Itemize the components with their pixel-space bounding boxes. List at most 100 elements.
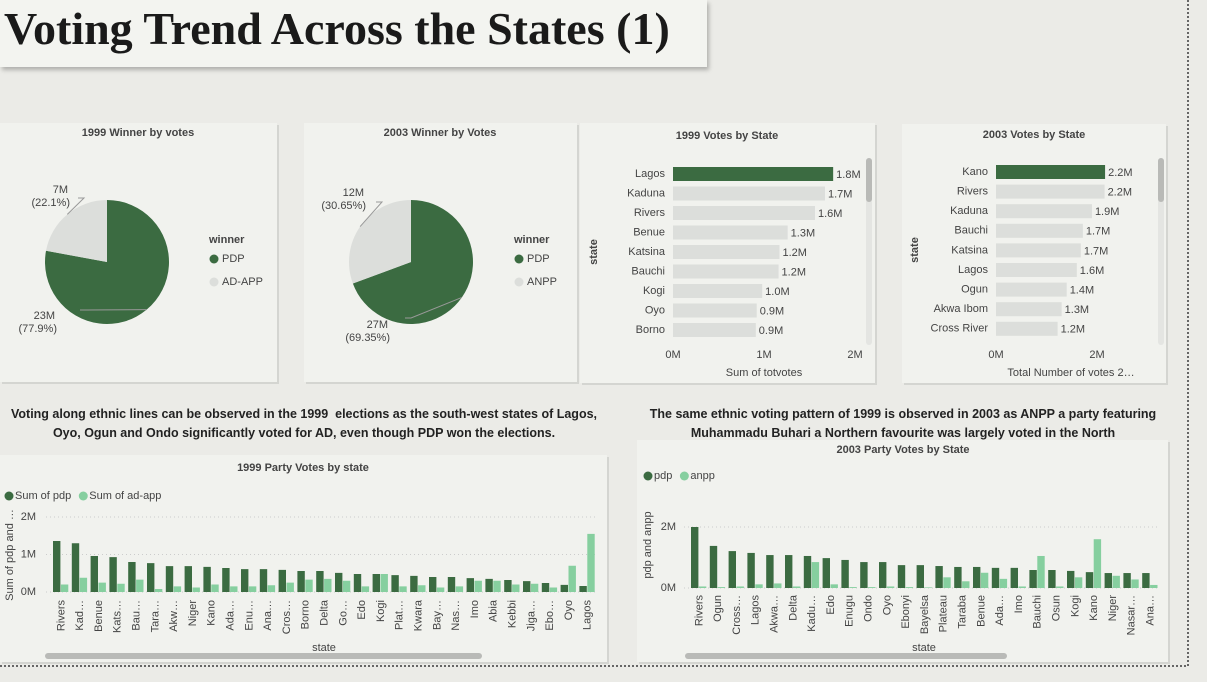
- bar: [943, 577, 951, 588]
- y-tick-label: Akwa Ibom: [934, 303, 988, 315]
- y-tick-label: Rivers: [957, 186, 989, 198]
- x-axis-title: state: [312, 642, 336, 654]
- bar: [117, 583, 125, 592]
- x-tick-label: 0M: [988, 349, 1003, 361]
- x-tick-label: Delta: [787, 594, 799, 621]
- bar: [1010, 567, 1018, 588]
- legend-marker: [209, 254, 219, 264]
- x-tick-label: Go…: [337, 600, 349, 626]
- x-tick-label: Ogun: [712, 595, 724, 622]
- legend-title: winner: [208, 234, 245, 246]
- legend-marker: [514, 254, 524, 264]
- x-tick-label: Plateau: [938, 595, 950, 632]
- bar: [811, 562, 820, 588]
- x-tick-label: Ebonyi: [900, 595, 912, 629]
- x-axis-title: Total Number of votes 2…: [1007, 367, 1134, 379]
- bar: [755, 584, 763, 588]
- scrollbar-thumb: [45, 653, 482, 659]
- x-tick-label: Edo: [356, 600, 368, 620]
- bar: [305, 579, 313, 592]
- bar: [353, 574, 362, 592]
- x-tick-label: Bayelsa: [919, 594, 931, 634]
- bar: [897, 565, 906, 588]
- note: Voting along ethnic lines can be observe…: [10, 407, 601, 440]
- y-axis-title: pdp and anpp: [642, 511, 654, 578]
- bar: [698, 586, 707, 588]
- bar: [579, 586, 587, 592]
- bar: [1085, 572, 1094, 588]
- page-title: Voting Trend Across the States (1): [4, 3, 670, 54]
- x-axis-title: Sum of totvotes: [726, 367, 803, 379]
- bar: [673, 323, 756, 337]
- bar: [792, 586, 801, 588]
- x-tick-label: Enu…: [243, 600, 255, 631]
- bar: [841, 559, 849, 588]
- y-tick-label: Oyo: [645, 304, 665, 316]
- y-tick-label: 0M: [21, 586, 36, 598]
- bar: [916, 565, 924, 588]
- data-label: 2.2M: [1108, 187, 1132, 199]
- data-label: 1.6M: [1080, 265, 1104, 277]
- bar: [267, 585, 276, 592]
- bar: [523, 581, 531, 592]
- bar: [1112, 575, 1120, 588]
- x-tick-label: Lagos: [582, 600, 594, 630]
- y-tick-label: 2M: [661, 521, 676, 533]
- data-label: 1.7M: [828, 188, 852, 200]
- y-tick-label: Borno: [636, 324, 665, 336]
- bar: [399, 586, 407, 592]
- data-label: 1.2M: [782, 266, 806, 278]
- y-tick-label: Bauchi: [954, 225, 988, 237]
- x-tick-label: Abia: [488, 599, 500, 622]
- bar: [530, 583, 539, 592]
- bar: [1123, 573, 1131, 588]
- bar: [211, 584, 219, 592]
- x-tick-label: Ana…: [1145, 595, 1157, 626]
- chart-title: 2003 Votes by State: [983, 129, 1086, 141]
- pie-slice: [45, 199, 170, 324]
- bar: [673, 206, 815, 220]
- bar: [512, 584, 520, 592]
- x-tick-label: Akwa…: [769, 595, 781, 633]
- x-tick-label: Oyo: [881, 595, 893, 615]
- bar: [996, 243, 1081, 258]
- data-label: 1.6M: [818, 208, 842, 220]
- bar: [154, 589, 163, 592]
- x-tick-label: Bau…: [131, 600, 143, 631]
- title-box: Voting Trend Across the States (1): [0, 0, 707, 67]
- x-tick-label: Delta: [319, 599, 331, 626]
- bar: [53, 541, 61, 592]
- bar: [860, 562, 868, 588]
- bar: [418, 585, 426, 592]
- y-tick-label: Bauchi: [631, 265, 665, 277]
- chart-title: 2003 Party Votes by State: [836, 444, 969, 456]
- bar: [996, 302, 1062, 317]
- x-tick-label: Kogi: [375, 600, 387, 622]
- bar: [1142, 573, 1150, 588]
- x-tick-label: Kats…: [112, 600, 124, 633]
- bar: [962, 581, 970, 588]
- y-tick-label: Katsina: [951, 244, 989, 256]
- y-axis-title: state: [909, 237, 921, 263]
- data-label: 1.2M: [782, 247, 806, 259]
- data-label: 0.9M: [760, 305, 784, 317]
- x-tick-label: Niger: [1107, 595, 1119, 622]
- x-tick-label: Rivers: [693, 595, 705, 627]
- bar: [996, 263, 1077, 277]
- scrollbar-thumb: [685, 653, 1007, 659]
- x-tick-label: Nas…: [450, 600, 462, 631]
- chart-title: 1999 Party Votes by state: [237, 462, 369, 474]
- bar: [147, 563, 155, 592]
- data-label: 0.9M: [759, 325, 783, 337]
- x-tick-label: Oyo: [563, 600, 575, 620]
- bar: [868, 587, 876, 588]
- data-label: 7M: [53, 184, 68, 196]
- x-tick-label: Tara…: [149, 600, 161, 632]
- x-tick-label: Ondo: [863, 595, 875, 622]
- y-tick-label: Cross River: [931, 323, 989, 335]
- bar: [568, 565, 576, 592]
- bar: [905, 587, 914, 588]
- bar: [90, 556, 98, 592]
- bar: [436, 587, 445, 592]
